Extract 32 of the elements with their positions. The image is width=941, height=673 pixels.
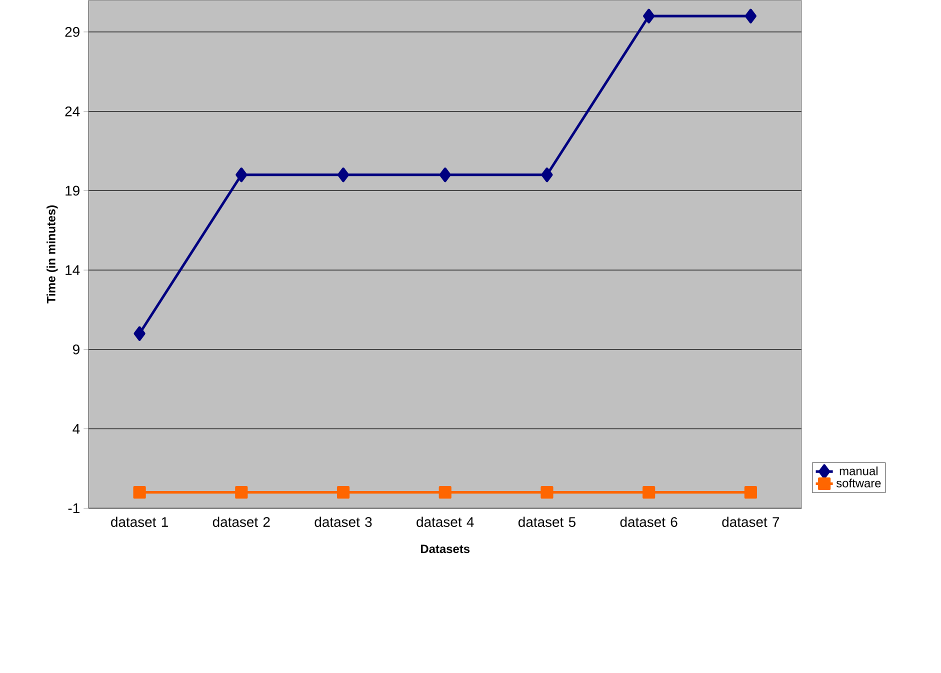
x-axis-title: Datasets	[421, 544, 470, 553]
x-tick-label: dataset 2	[212, 516, 270, 527]
x-tick-label: dataset 1	[111, 516, 168, 527]
point	[744, 8, 756, 24]
y-tick-label: 24	[65, 106, 80, 116]
point	[235, 486, 248, 498]
x-tick-label: dataset 3	[314, 516, 372, 527]
y-tick-label: 4	[72, 424, 80, 434]
y-tick-label: 29	[65, 26, 80, 37]
point	[134, 326, 146, 341]
point	[541, 167, 553, 182]
x-tick-label: dataset 7	[722, 516, 780, 527]
legend-label: software	[836, 478, 881, 488]
point	[439, 167, 451, 182]
point	[336, 486, 350, 498]
x-tick-label: dataset 6	[620, 516, 678, 527]
y-tick-label: 19	[66, 186, 80, 196]
point	[133, 486, 146, 498]
point	[438, 486, 452, 498]
point	[643, 8, 655, 24]
x-tick-label: dataset 4	[416, 516, 474, 527]
point	[540, 486, 554, 498]
point	[236, 167, 248, 182]
x-tick-label: dataset 5	[518, 516, 576, 527]
point	[337, 167, 350, 182]
y-tick-label: -1	[68, 503, 80, 513]
y-tick-label: 9	[73, 344, 80, 354]
point	[642, 486, 656, 498]
y-axis-title: Time (in minutes)	[46, 205, 58, 304]
point	[744, 486, 757, 498]
y-tick-label: 14	[66, 265, 80, 275]
legend-label: manual	[840, 466, 878, 476]
